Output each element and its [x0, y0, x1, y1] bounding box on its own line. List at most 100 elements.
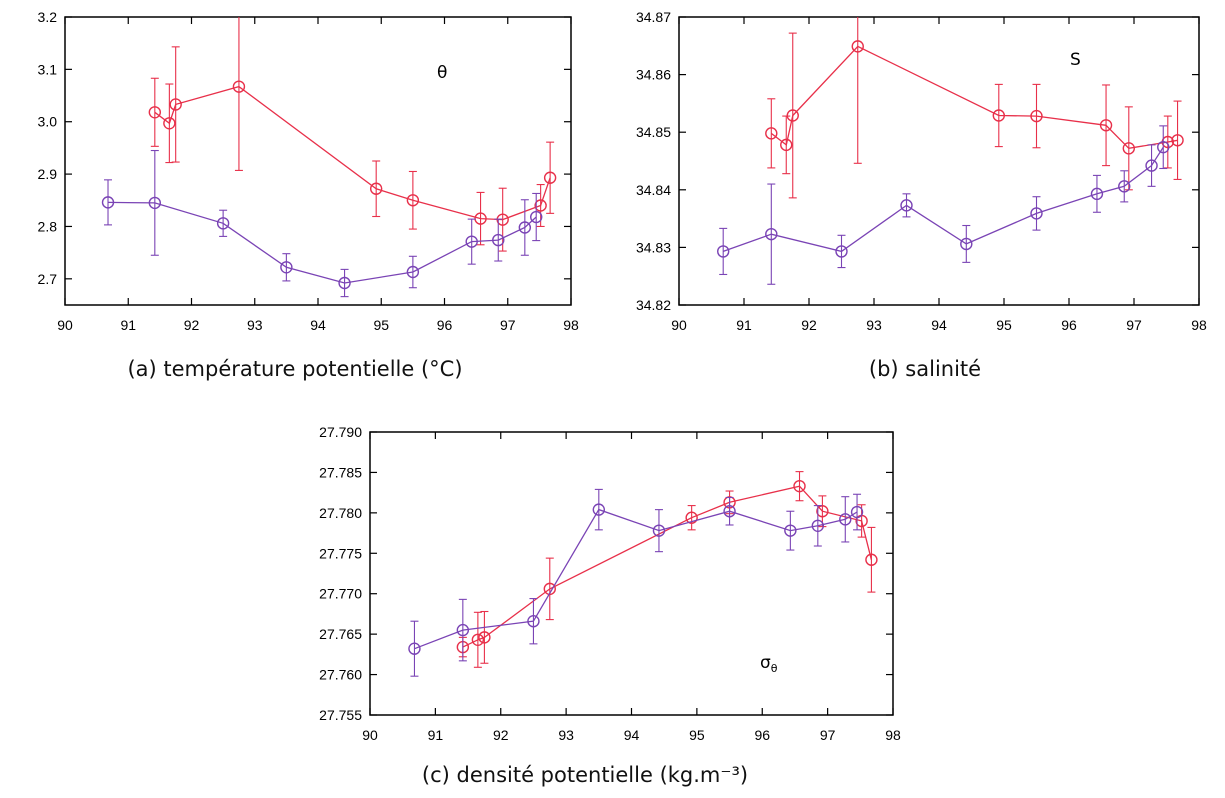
data-point	[992, 109, 1005, 122]
x-tick-label: 95	[373, 317, 389, 333]
data-point	[543, 171, 557, 184]
data-point	[280, 261, 293, 274]
x-tick-label: 98	[885, 727, 901, 743]
data-point	[1118, 180, 1131, 193]
data-point	[216, 217, 230, 230]
data-point	[811, 519, 825, 532]
x-tick-label: 93	[558, 727, 574, 743]
data-point	[851, 40, 864, 53]
data-point	[839, 513, 852, 526]
data-point	[793, 479, 806, 493]
data-point	[592, 503, 606, 516]
x-tick-label: 93	[247, 317, 263, 333]
data-point	[900, 199, 913, 212]
panel-caption: (c) densité potentielle (kg.m⁻³)	[422, 763, 748, 787]
y-tick-label: 3.1	[38, 61, 58, 77]
x-tick-label: 91	[120, 317, 136, 333]
y-tick-label: 34.84	[636, 182, 671, 198]
x-tick-label: 98	[563, 317, 579, 333]
data-point	[835, 245, 848, 258]
panel-annotation: σθ	[760, 653, 778, 675]
x-tick-label: 96	[754, 727, 770, 743]
data-point	[1145, 159, 1158, 172]
x-tick-label: 98	[1191, 317, 1207, 333]
series-purple	[717, 125, 1170, 285]
y-tick-label: 27.765	[319, 626, 362, 642]
x-tick-label: 95	[689, 727, 705, 743]
data-point	[765, 127, 778, 140]
x-tick-label: 90	[362, 727, 378, 743]
y-tick-label: 2.8	[38, 218, 58, 234]
data-point	[465, 235, 478, 248]
x-tick-label: 96	[1061, 317, 1077, 333]
data-point	[1157, 140, 1170, 154]
data-point	[850, 505, 864, 519]
data-point	[1090, 187, 1104, 201]
data-point	[1030, 207, 1043, 220]
x-tick-label: 91	[736, 317, 752, 333]
panel-caption: (b) salinité	[869, 357, 981, 381]
data-point	[717, 245, 730, 258]
data-point	[816, 505, 829, 518]
y-tick-label: 27.790	[319, 424, 362, 440]
data-point	[471, 633, 485, 647]
y-tick-label: 27.760	[319, 667, 362, 683]
x-tick-label: 95	[996, 317, 1012, 333]
panel-annotation: θ	[437, 63, 447, 83]
data-point	[232, 80, 246, 93]
data-point	[148, 196, 162, 210]
data-point	[765, 227, 778, 241]
series-line	[770, 45, 1178, 149]
data-point	[474, 212, 487, 225]
data-point	[148, 106, 162, 119]
x-tick-label: 97	[500, 317, 516, 333]
y-tick-label: 34.83	[636, 239, 671, 255]
data-point	[456, 623, 470, 637]
data-point	[527, 615, 540, 628]
data-point	[478, 631, 491, 644]
data-point	[1122, 142, 1136, 155]
data-point	[163, 117, 176, 130]
x-tick-label: 94	[310, 317, 326, 333]
data-point	[1171, 134, 1184, 147]
data-point	[406, 194, 420, 207]
series-line	[107, 201, 537, 284]
series-red	[456, 471, 878, 668]
data-point	[1099, 119, 1113, 132]
data-point	[406, 265, 420, 279]
series-purple	[101, 149, 543, 298]
panel-caption: (a) température potentielle (°C)	[127, 357, 462, 381]
data-point	[338, 276, 351, 290]
data-point	[369, 182, 383, 195]
series-red	[765, 17, 1184, 199]
y-tick-label: 27.775	[319, 545, 362, 561]
series-purple	[408, 488, 864, 677]
data-point	[723, 505, 736, 518]
x-tick-label: 90	[671, 317, 687, 333]
x-tick-label: 92	[493, 727, 509, 743]
x-tick-label: 92	[184, 317, 200, 333]
data-point	[492, 233, 505, 247]
x-tick-label: 94	[931, 317, 947, 333]
y-tick-label: 34.87	[636, 9, 671, 25]
x-tick-label: 96	[437, 317, 453, 333]
y-tick-label: 34.82	[636, 297, 671, 313]
data-point	[534, 199, 547, 212]
x-tick-label: 97	[820, 727, 836, 743]
x-tick-label: 93	[866, 317, 882, 333]
plot-frame	[64, 16, 572, 306]
y-tick-label: 34.85	[636, 124, 671, 140]
data-point	[784, 524, 797, 537]
y-tick-label: 27.755	[319, 707, 362, 723]
y-tick-label: 27.780	[319, 505, 362, 521]
data-point	[960, 237, 973, 251]
data-point	[518, 221, 532, 234]
series-line	[462, 485, 873, 648]
x-tick-label: 92	[801, 317, 817, 333]
data-point	[685, 511, 698, 524]
x-tick-label: 97	[1126, 317, 1142, 333]
series-line	[414, 508, 858, 650]
y-tick-label: 27.770	[319, 586, 362, 602]
plot-frame	[678, 16, 1200, 306]
data-point	[786, 109, 799, 122]
